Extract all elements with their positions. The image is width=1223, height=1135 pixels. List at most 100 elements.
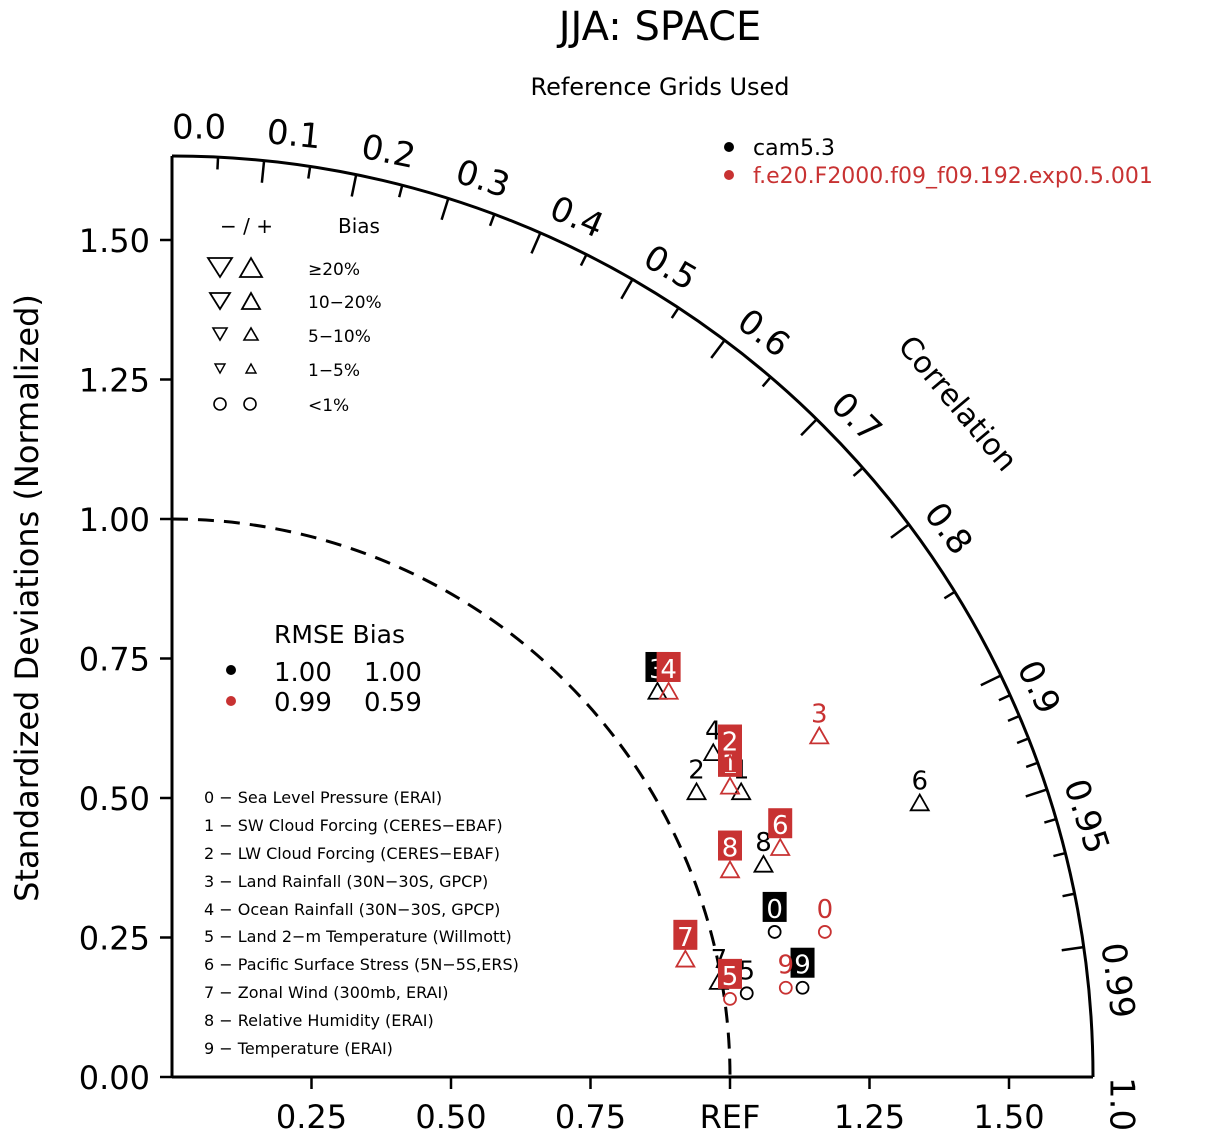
correlation-major-tick — [260, 160, 266, 183]
rmse-bias-legend: RMSE Bias 1.00 1.00 0.99 0.59 — [226, 620, 422, 718]
point-label: 4 — [660, 655, 677, 685]
correlation-tick-label: 0.6 — [730, 301, 797, 365]
correlation-major-tick — [530, 232, 542, 254]
variable-item: 8 − Relative Humidity (ERAI) — [204, 1011, 434, 1030]
correlation-tick-label: 0.2 — [358, 127, 419, 177]
correlation-minor-tick — [1007, 715, 1020, 723]
correlation-minor-tick — [852, 467, 864, 477]
correlation-minor-tick — [943, 590, 956, 600]
point-label: 9 — [794, 951, 811, 981]
correlation-minor-tick — [1053, 851, 1066, 858]
y-axis-label: Standardized Deviations (Normalized) — [8, 294, 46, 902]
point-circle-marker — [795, 980, 810, 995]
correlation-minor-tick — [488, 214, 496, 227]
rmse-value: 0.99 — [274, 688, 332, 718]
point-label: 3 — [811, 700, 828, 730]
point-label: 9 — [778, 951, 795, 981]
correlation-minor-tick — [1044, 818, 1057, 824]
point-label-box — [762, 891, 787, 922]
bias-down-triangle-icon-large — [206, 257, 234, 279]
point-label: 8 — [755, 828, 772, 858]
correlation-major-tick — [890, 523, 910, 539]
y-tick-label: 1.25 — [79, 362, 150, 400]
bias-up-triangle-icon-tiny — [244, 362, 258, 374]
point-circle-marker — [739, 986, 754, 1001]
correlation-minor-tick — [998, 694, 1011, 702]
x-tick-label: 1.50 — [973, 1098, 1044, 1135]
bias-row-label: <1% — [308, 396, 349, 416]
correlation-major-tick — [1061, 945, 1084, 952]
point-triangle-marker — [674, 949, 696, 968]
bias-up-triangle-icon-medium — [240, 291, 262, 310]
variable-item: 4 − Ocean Rainfall (30N−30S, GPCP) — [204, 900, 500, 919]
bias-legend-header: Bias — [338, 214, 380, 238]
correlation-tick-label: 0.99 — [1092, 940, 1142, 1021]
variable-item: 9 − Temperature (ERAI) — [204, 1039, 393, 1058]
legend-dot-cam5 — [724, 142, 734, 152]
legend-label-cam5: cam5.3 — [753, 136, 835, 161]
point-label: 7 — [677, 923, 694, 953]
x-tick-label: 0.25 — [276, 1098, 347, 1135]
correlation-major-tick — [800, 418, 818, 437]
bias-legend: − / + Bias ≥20% 10−20% 5−10% 1−5% <1% — [206, 214, 382, 416]
point-triangle-marker — [719, 776, 741, 795]
variable-item: 0 − Sea Level Pressure (ERAI) — [204, 788, 442, 807]
rmse-value: 1.00 — [274, 658, 332, 688]
rmse-dot-exp — [226, 696, 236, 706]
y-tick-label: 1.50 — [79, 222, 150, 260]
correlation-tick-label: 0.7 — [823, 384, 890, 450]
point-label-box — [656, 651, 681, 682]
correlation-major-tick — [620, 279, 634, 300]
variable-item: 1 − SW Cloud Forcing (CERES−EBAF) — [204, 816, 503, 835]
reference-std-arc — [171, 517, 732, 1078]
correlation-major-tick — [440, 198, 450, 221]
correlation-minor-tick — [1016, 737, 1029, 745]
point-label: 6 — [911, 767, 928, 797]
point-triangle-marker — [646, 681, 669, 700]
point-label-box — [768, 808, 793, 839]
y-tick-label: 1.00 — [79, 501, 150, 539]
bias-down-triangle-icon-tiny — [213, 363, 227, 375]
rmse-legend-header: RMSE Bias — [274, 620, 405, 649]
point-circle-marker — [767, 925, 782, 939]
x-tick-label: 1.25 — [834, 1098, 905, 1135]
correlation-major-tick — [980, 674, 1002, 687]
correlation-minor-tick — [1025, 761, 1038, 769]
legend-label-exp: f.e20.F2000.f09_f09.192.exp0.5.001 — [753, 164, 1153, 189]
point-triangle-marker — [719, 859, 741, 879]
point-triangle-marker — [909, 792, 931, 812]
point-label-box — [718, 830, 742, 861]
correlation-minor-tick — [307, 166, 312, 179]
x-tick-label: 0.75 — [555, 1098, 626, 1135]
correlation-tick-label: 0.3 — [451, 152, 515, 206]
outer-arc — [171, 154, 1095, 1078]
data-points-group: 01234567890123456789 — [645, 651, 931, 1006]
x-ticks-group: 0.25 0.50 0.75 REF 1.25 1.50 — [276, 1077, 1045, 1135]
point-label-box — [718, 724, 742, 755]
bias-row-label: 10−20% — [308, 293, 382, 313]
bias-down-triangle-icon-small — [211, 327, 229, 342]
point-label: 1 — [722, 750, 739, 780]
variable-item: 5 − Land 2−m Temperature (Willmott) — [204, 927, 512, 946]
correlation-label: Correlation — [891, 329, 1024, 478]
bias-row-label: 1−5% — [308, 361, 360, 381]
correlation-minor-tick — [216, 157, 220, 170]
y-tick-label: 0.50 — [79, 780, 150, 818]
y-tick-label: 0.75 — [79, 641, 150, 679]
point-label: 0 — [766, 895, 783, 925]
correlation-major-tick — [1025, 788, 1048, 798]
point-circle-marker — [817, 925, 832, 939]
correlation-tick-label: 0.8 — [916, 495, 980, 562]
point-label: 2 — [688, 755, 705, 785]
correlation-minor-tick — [1062, 892, 1075, 898]
correlation-minor-tick — [761, 376, 772, 388]
point-triangle-marker — [719, 753, 741, 773]
bias-circle-icon — [243, 397, 257, 411]
variable-item: 6 − Pacific Surface Stress (5N−5S,ERS) — [204, 955, 519, 974]
rmse-dot-cam5 — [226, 665, 236, 675]
point-label-box — [673, 919, 698, 950]
correlation-major-tick — [710, 339, 726, 359]
y-tick-label: 0.25 — [79, 920, 150, 958]
point-circle-marker — [723, 991, 737, 1006]
